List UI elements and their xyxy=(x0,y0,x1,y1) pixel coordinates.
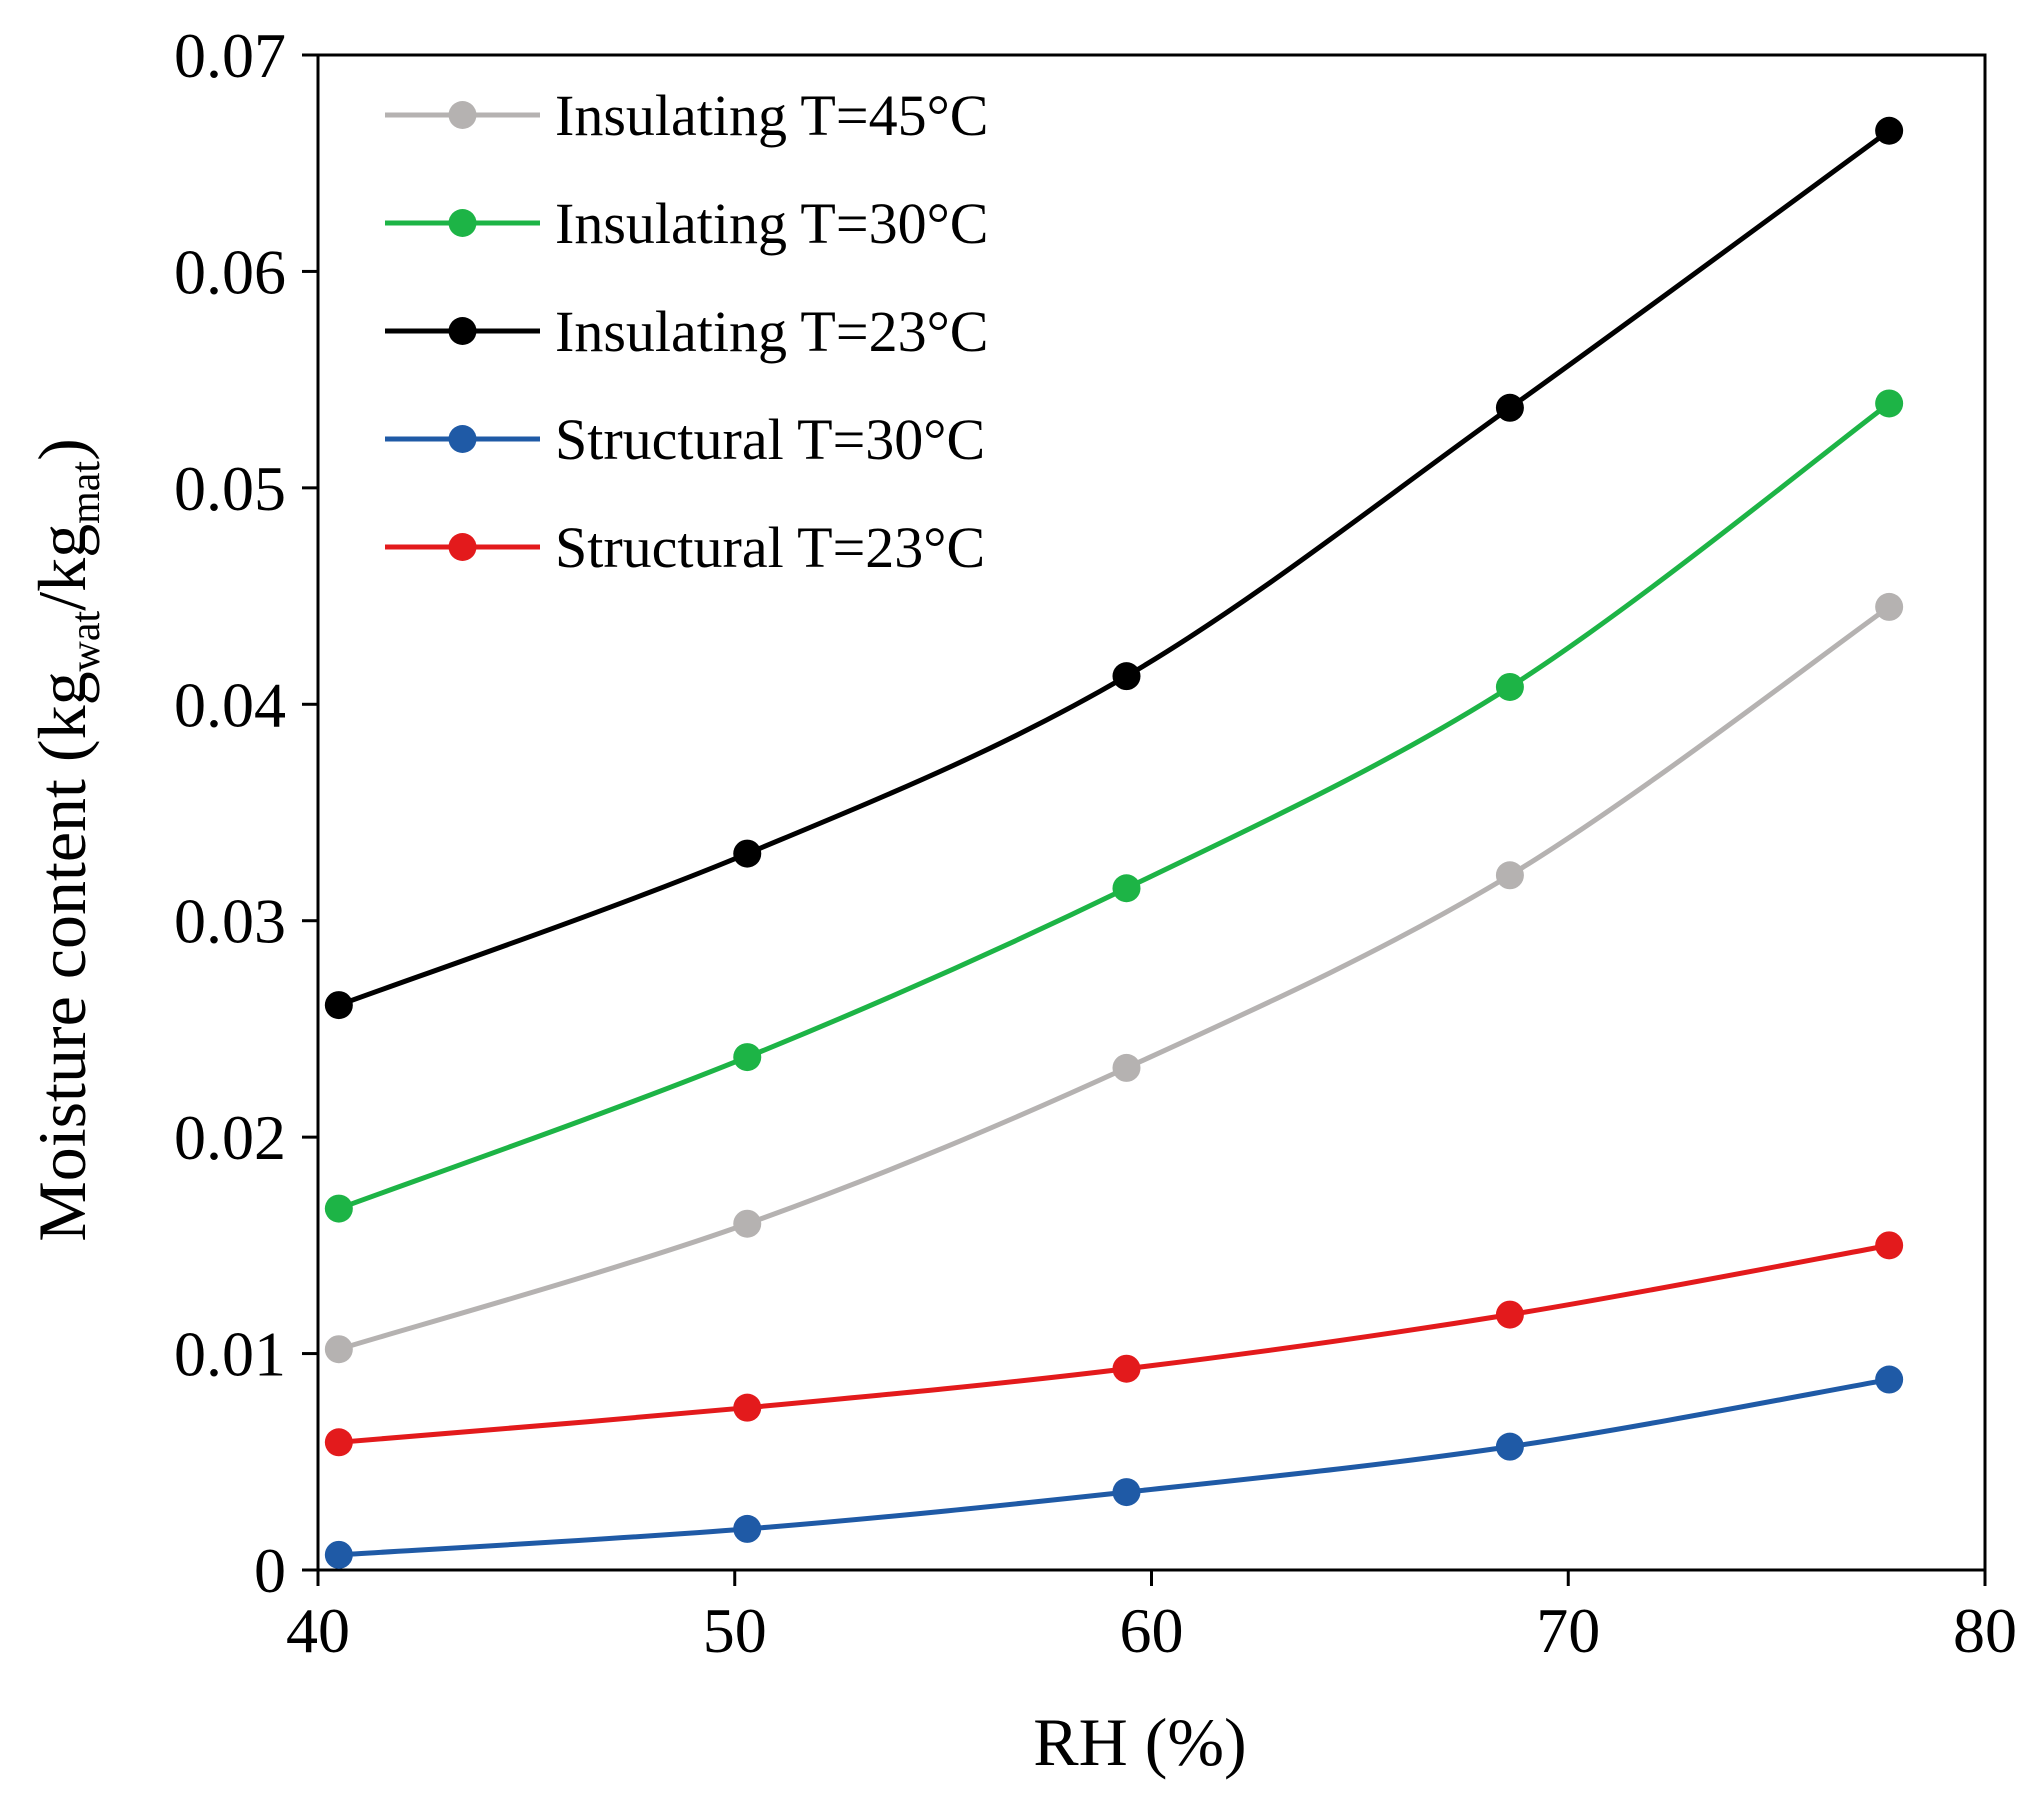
y-tick-label: 0.03 xyxy=(174,886,286,957)
series-insulating-t-30-c xyxy=(324,389,1904,1223)
data-point xyxy=(1495,861,1524,890)
y-axis-title-end: ) xyxy=(24,438,100,461)
data-point xyxy=(1875,592,1904,621)
data-point xyxy=(1875,389,1904,418)
data-point xyxy=(733,839,762,868)
legend-label: Insulating T=30°C xyxy=(555,191,988,256)
data-point xyxy=(1495,1432,1524,1461)
series-layer xyxy=(324,116,1904,1569)
series-insulating-t-23-c xyxy=(324,116,1904,1020)
data-point xyxy=(1112,1354,1141,1383)
legend-label: Insulating T=23°C xyxy=(555,299,988,364)
data-point xyxy=(1875,116,1904,145)
y-axis-title: Moisture content (kgwat/kgmat) xyxy=(24,438,109,1242)
data-point xyxy=(733,1514,762,1543)
data-point xyxy=(324,1194,353,1223)
legend-item: Insulating T=23°C xyxy=(385,299,988,364)
data-point xyxy=(1495,393,1524,422)
data-point xyxy=(324,1428,353,1457)
y-axis-title-mid: /kg xyxy=(24,524,100,611)
data-point xyxy=(324,991,353,1020)
y-tick-label: 0.01 xyxy=(174,1319,286,1390)
y-axis-title-sub-wat: wat xyxy=(63,610,109,671)
data-point xyxy=(1112,1478,1141,1507)
series-structural-t-30-c xyxy=(324,1365,1904,1569)
legend-item: Insulating T=30°C xyxy=(385,191,988,256)
x-tick-label: 80 xyxy=(1953,1595,2017,1666)
legend-label: Insulating T=45°C xyxy=(555,83,988,148)
legend-item: Insulating T=45°C xyxy=(385,83,988,148)
data-point xyxy=(1495,672,1524,701)
legend-marker xyxy=(448,425,477,453)
legend: Insulating T=45°C Insulating T=30°C Insula… xyxy=(385,83,988,580)
y-tick-label: 0.05 xyxy=(174,453,286,524)
x-axis-title: RH (%) xyxy=(1033,1704,1246,1780)
legend-marker xyxy=(448,317,477,345)
data-point xyxy=(733,1209,762,1238)
data-point xyxy=(1495,1300,1524,1329)
axes: 40 50 60 70 80 0 0.01 0.02 0.03 0.04 0.05 0.06 0.07 xyxy=(174,20,2017,1666)
data-point xyxy=(733,1043,762,1072)
y-axis-title-sub-mat: mat xyxy=(63,461,109,524)
y-tick-label: 0 xyxy=(254,1535,286,1606)
data-point xyxy=(1875,1231,1904,1260)
legend-marker xyxy=(448,533,477,561)
x-tick-label: 70 xyxy=(1536,1595,1600,1666)
data-point xyxy=(1112,874,1141,903)
data-point xyxy=(1112,1053,1141,1082)
legend-marker xyxy=(448,101,477,129)
legend-item: Structural T=23°C xyxy=(385,515,985,580)
legend-item: Structural T=30°C xyxy=(385,407,985,472)
y-tick-label: 0.02 xyxy=(174,1102,286,1173)
data-point xyxy=(1112,662,1141,691)
y-tick-label: 0.04 xyxy=(174,669,286,740)
legend-label: Structural T=23°C xyxy=(555,515,985,580)
x-tick-label: 40 xyxy=(286,1595,350,1666)
data-point xyxy=(324,1540,353,1569)
series-insulating-t-45-c xyxy=(324,592,1904,1364)
y-tick-label: 0.07 xyxy=(174,20,286,91)
x-tick-label: 60 xyxy=(1120,1595,1184,1666)
data-point xyxy=(324,1335,353,1364)
series-structural-t-23-c xyxy=(324,1231,1904,1457)
x-tick-label: 50 xyxy=(703,1595,767,1666)
legend-label: Structural T=30°C xyxy=(555,407,985,472)
y-tick-label: 0.06 xyxy=(174,236,286,307)
data-point xyxy=(1875,1365,1904,1394)
legend-marker xyxy=(448,209,477,237)
y-axis-title-main: Moisture content (kg xyxy=(24,671,100,1241)
data-point xyxy=(733,1393,762,1422)
